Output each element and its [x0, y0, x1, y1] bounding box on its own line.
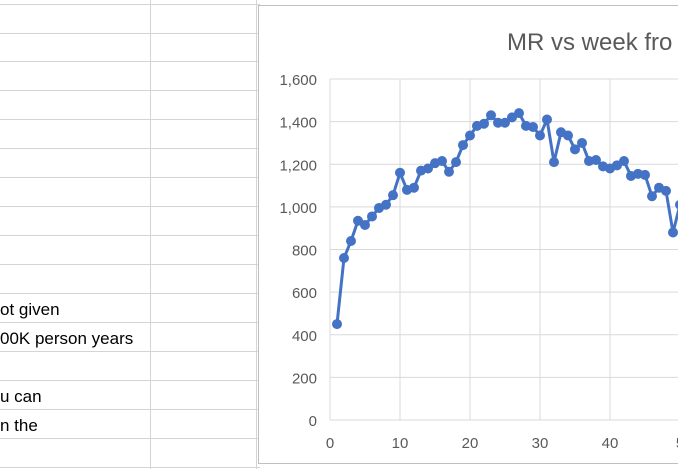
data-point	[451, 157, 461, 168]
chart-title: MR vs week fro	[507, 29, 672, 56]
x-tick-label: 20	[462, 435, 479, 452]
data-point	[577, 137, 587, 148]
row-divider	[0, 380, 260, 381]
row-divider	[0, 119, 260, 120]
chart-grid	[329, 78, 678, 421]
data-point	[381, 199, 391, 210]
data-point	[563, 130, 573, 141]
data-point	[528, 121, 538, 132]
row-divider	[0, 206, 260, 207]
y-tick-label: 200	[292, 370, 317, 387]
row-divider	[0, 4, 260, 5]
chart-series	[332, 108, 678, 330]
data-point	[668, 227, 678, 238]
row-divider	[0, 351, 260, 352]
data-point	[332, 319, 342, 330]
y-tick-label: 1,200	[279, 157, 317, 174]
data-point	[514, 108, 524, 119]
row-divider	[0, 235, 260, 236]
data-point	[479, 118, 489, 129]
data-point	[346, 235, 356, 246]
data-point	[591, 154, 601, 165]
chart-canvas: 0 200 400 600 800 1,000 1,200 1,400 1,600 0 10 20 30…	[279, 29, 678, 452]
row-divider	[0, 177, 260, 178]
data-point	[647, 191, 657, 202]
x-tick-label: 0	[326, 435, 334, 452]
data-point	[444, 166, 454, 177]
row-divider	[0, 322, 260, 323]
data-point	[409, 182, 419, 193]
row-divider	[0, 90, 260, 91]
row-divider	[0, 148, 260, 149]
y-tick-label: 1,400	[279, 115, 317, 132]
data-point	[367, 211, 377, 222]
chart-object[interactable]: 0 200 400 600 800 1,000 1,200 1,400 1,600 0 10 20 30…	[258, 5, 678, 464]
row-divider	[0, 61, 260, 62]
row-divider	[0, 438, 260, 439]
data-point	[339, 253, 349, 264]
data-point	[570, 144, 580, 155]
y-tick-label: 800	[292, 243, 317, 260]
y-tick-label: 600	[292, 285, 317, 302]
cell-note-2[interactable]: 00K person years	[0, 329, 134, 348]
y-tick-label: 1,600	[279, 72, 317, 89]
data-point	[549, 157, 559, 168]
cell-note-3[interactable]: u can	[0, 387, 42, 406]
data-point	[500, 117, 510, 128]
data-point	[437, 156, 447, 167]
x-tick-label: 30	[532, 435, 549, 452]
y-tick-label: 400	[292, 328, 317, 345]
data-point	[542, 114, 552, 125]
data-point	[493, 117, 503, 128]
cell-note-1[interactable]: ot given	[0, 300, 60, 319]
row-divider	[0, 409, 260, 410]
cell-note-4[interactable]: n the	[0, 416, 38, 435]
data-point	[458, 140, 468, 151]
row-divider	[0, 467, 260, 468]
data-point	[423, 163, 433, 174]
data-point	[395, 167, 405, 178]
data-point	[486, 110, 496, 121]
y-tick-label: 0	[309, 413, 317, 430]
column-divider	[150, 0, 151, 469]
row-divider	[0, 293, 260, 294]
y-tick-label: 1,000	[279, 200, 317, 217]
data-point	[661, 185, 671, 196]
data-point	[640, 169, 650, 180]
column-divider	[256, 0, 257, 469]
data-point	[465, 130, 475, 141]
row-divider	[0, 33, 260, 34]
data-point	[535, 130, 545, 141]
data-point	[619, 156, 629, 167]
data-point	[388, 190, 398, 201]
x-tick-label: 10	[392, 435, 409, 452]
data-point	[360, 219, 370, 230]
data-point	[675, 200, 678, 210]
row-divider	[0, 264, 260, 265]
x-tick-label: 40	[602, 435, 619, 452]
x-tick-label: 5	[676, 435, 678, 452]
chart-axes: 0 200 400 600 800 1,000 1,200 1,400 1,600 0 10 20 30…	[279, 72, 678, 452]
